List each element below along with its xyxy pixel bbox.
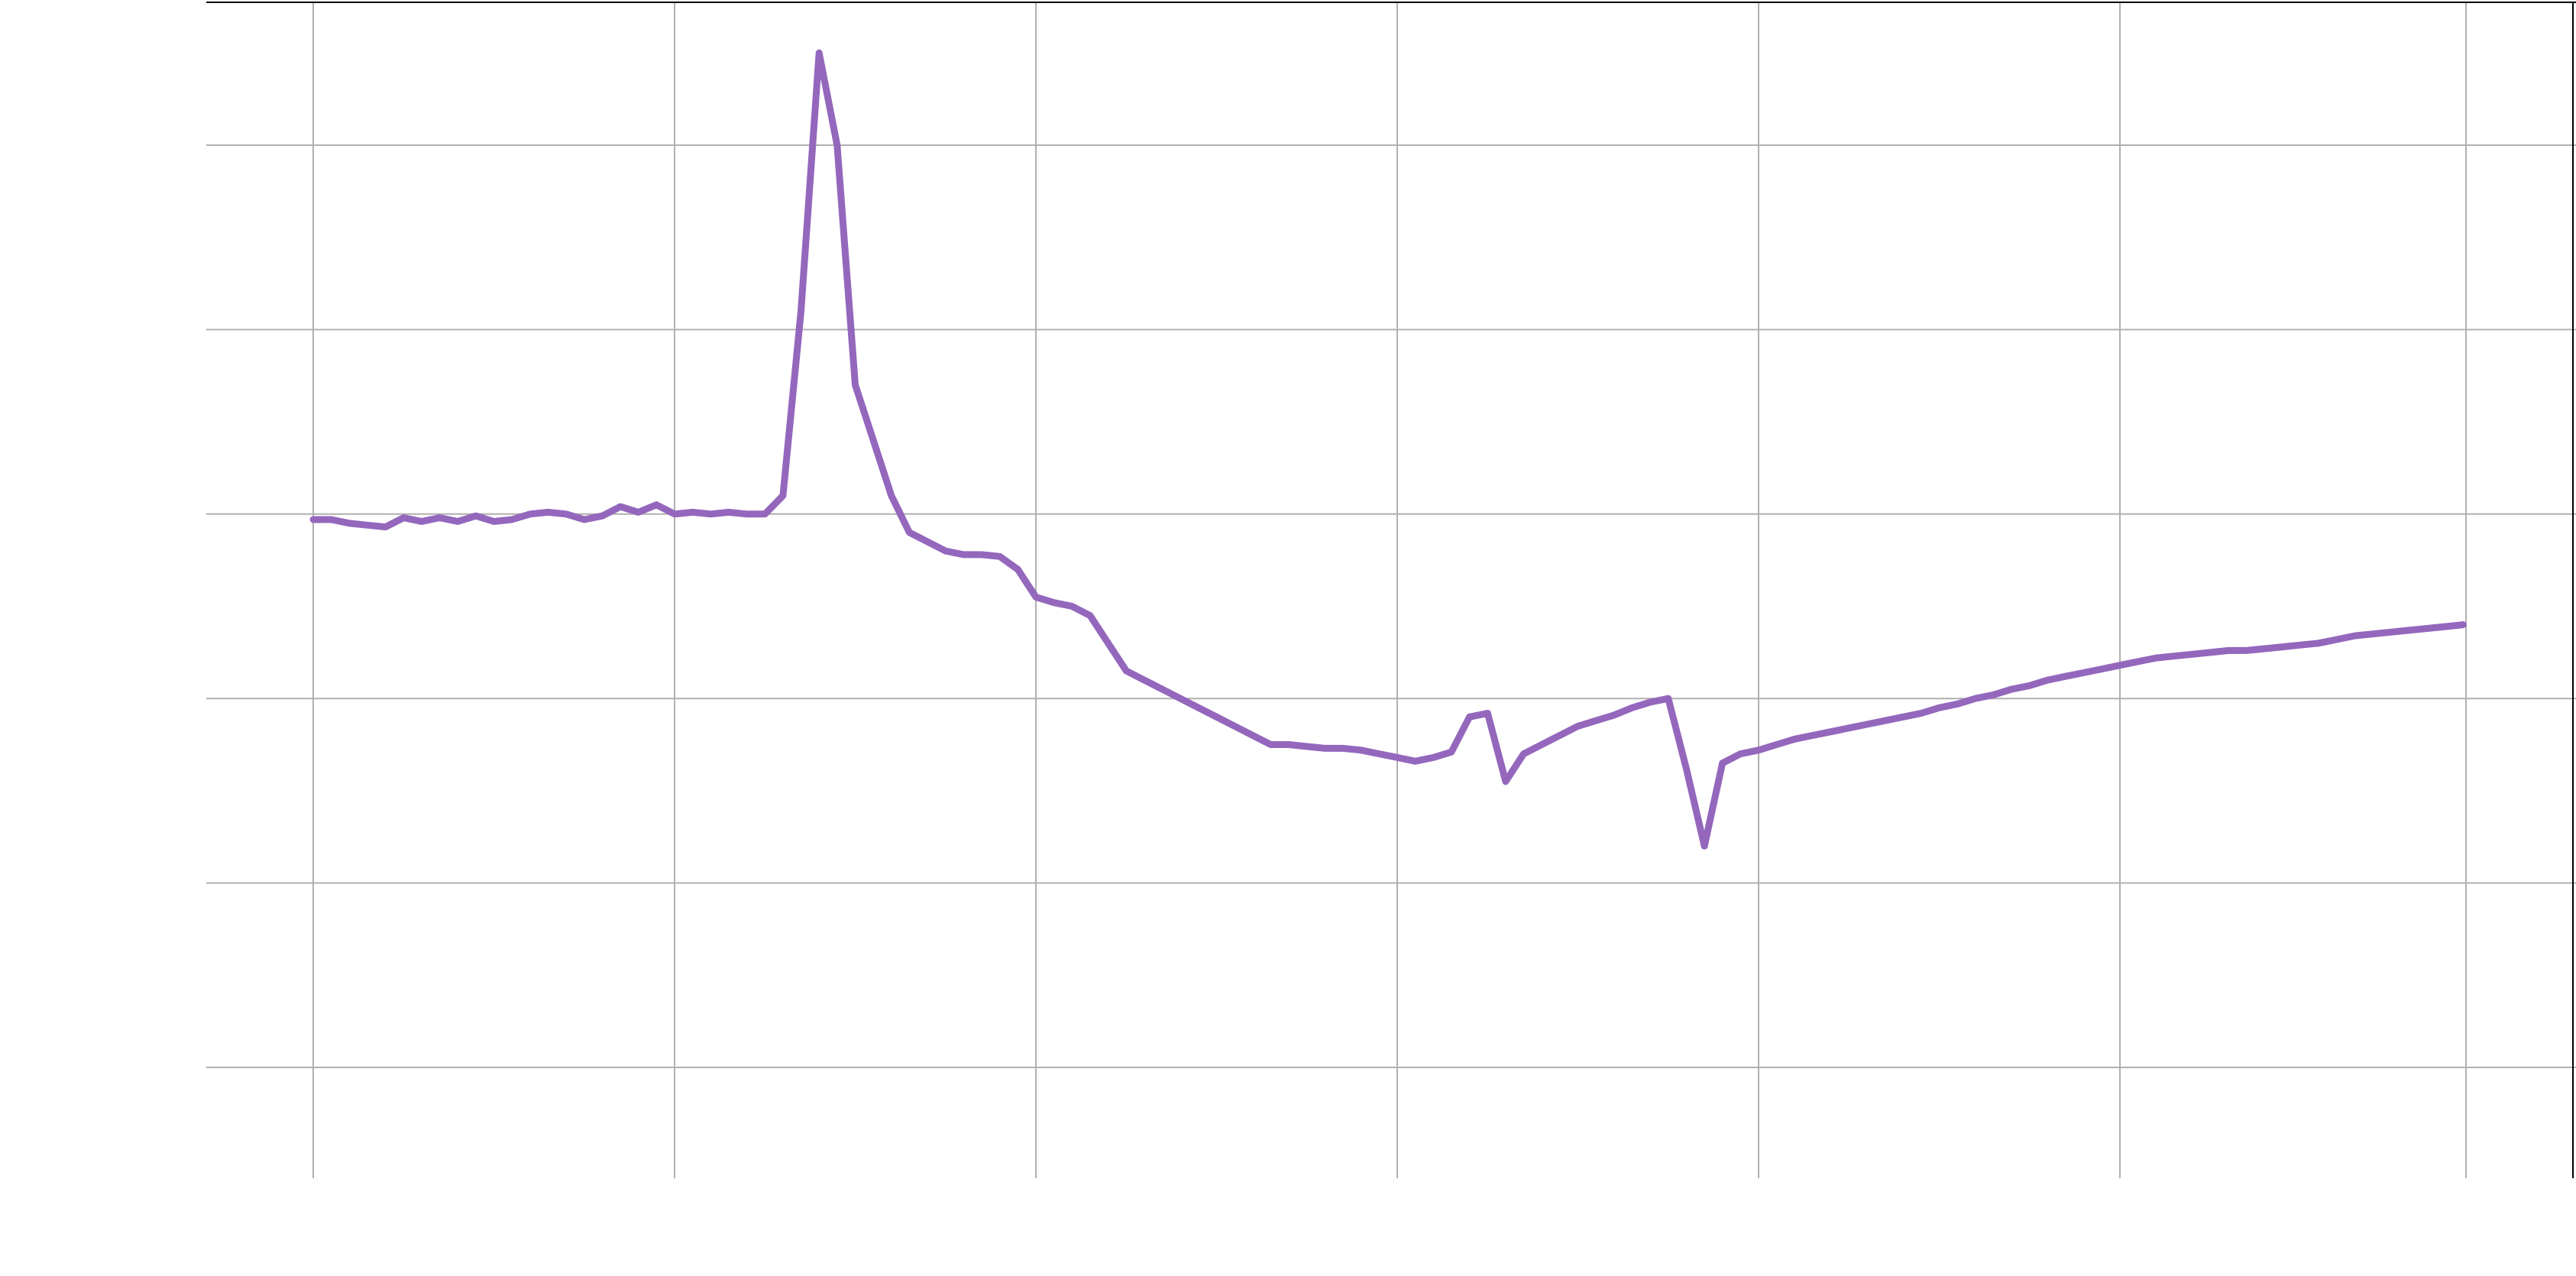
- grid-layer: [206, 2, 2576, 1178]
- series-line: [309, 49, 2467, 850]
- axes-frame: [206, 2, 2576, 1178]
- series-layer: [309, 49, 2467, 850]
